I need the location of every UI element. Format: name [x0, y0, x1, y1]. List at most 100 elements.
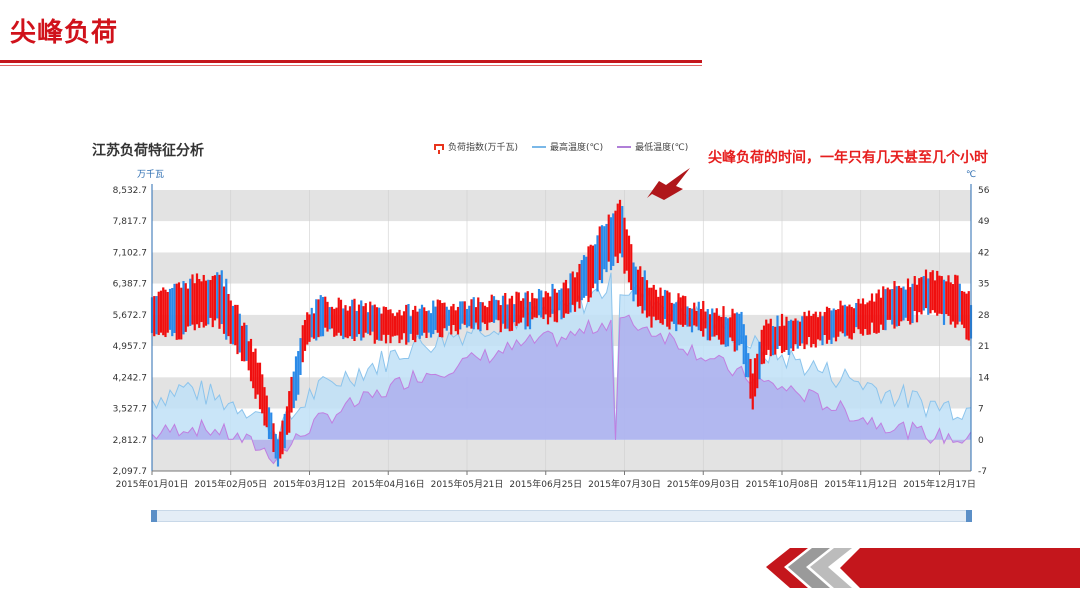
load-bar [643, 270, 646, 311]
load-bar [270, 412, 273, 440]
load-bar [870, 293, 874, 323]
load-bar [830, 310, 833, 344]
load-bar [463, 301, 466, 325]
load-bar [634, 266, 637, 295]
load-bar [600, 225, 604, 284]
load-bar [553, 288, 556, 322]
load-bar [263, 387, 266, 426]
load-bar [204, 280, 208, 326]
load-bar [510, 295, 514, 331]
load-bar [900, 287, 903, 322]
scrollbar-handle-left[interactable] [151, 510, 157, 522]
load-bar [877, 289, 880, 333]
load-bar [443, 302, 446, 329]
load-bar [967, 291, 970, 341]
load-bar [454, 310, 457, 332]
load-bar [564, 279, 568, 314]
legend-label-load: 负荷指数(万千瓦) [448, 143, 519, 153]
load-bar [288, 391, 291, 433]
load-bar [202, 274, 205, 328]
load-bar [434, 306, 437, 330]
load-bar [276, 439, 280, 467]
load-bar [825, 306, 829, 344]
load-bar [738, 313, 741, 346]
load-bar [299, 338, 302, 375]
load-bar [924, 269, 928, 309]
load-bar [846, 306, 849, 336]
load-bar [654, 289, 658, 321]
load-bar [236, 304, 239, 355]
legend-item-tmin[interactable]: 最低温度(℃) [617, 140, 688, 153]
load-bar [787, 320, 790, 356]
load-bar [429, 313, 433, 338]
load-bar [303, 319, 307, 351]
load-bar [306, 312, 309, 345]
y-left-tick-label: 7,102.7 [113, 248, 147, 258]
load-bar [533, 298, 536, 318]
load-bar [238, 313, 241, 353]
load-bar [184, 283, 187, 332]
load-bar [281, 420, 284, 455]
load-bar [508, 298, 511, 332]
load-bar [765, 319, 768, 355]
load-bar [771, 326, 775, 356]
load-bar [672, 303, 676, 324]
load-bar [659, 287, 662, 324]
load-bar [274, 434, 277, 459]
load-bar [166, 292, 169, 333]
load-bar [405, 304, 408, 345]
load-bar [609, 217, 613, 271]
legend-item-tmax[interactable]: 最高温度(℃) [532, 140, 603, 153]
load-bar [670, 302, 673, 322]
load-bar [884, 289, 887, 331]
x-tick-label: 2015年05月21日 [431, 478, 504, 490]
load-bar [580, 260, 583, 301]
load-bar [861, 298, 865, 336]
load-bar [497, 300, 500, 321]
y-left-tick-label: 4,242.7 [113, 373, 147, 383]
load-bar [663, 289, 667, 319]
load-bar [560, 288, 563, 320]
load-bar [459, 301, 462, 330]
load-bar [668, 292, 671, 330]
load-bar [819, 311, 822, 341]
scrollbar-handle-right[interactable] [966, 510, 972, 522]
load-bar [218, 274, 221, 329]
load-bar [704, 311, 707, 329]
load-bar [461, 301, 464, 324]
load-bar [279, 431, 282, 459]
load-bar [722, 306, 725, 345]
load-bar [177, 282, 181, 340]
chart-legend[interactable]: 负荷指数(万千瓦) 最高温度(℃) 最低温度(℃) [434, 140, 688, 154]
load-bar [733, 313, 736, 352]
load-bar [180, 287, 183, 340]
load-bar [213, 275, 217, 321]
x-tick-label: 2015年09月03日 [667, 478, 740, 490]
load-bar [582, 255, 586, 298]
load-bar [319, 295, 322, 337]
load-bar [549, 296, 552, 318]
load-bar [742, 324, 745, 365]
load-bar [756, 353, 759, 389]
load-bar [542, 297, 545, 320]
load-bar [864, 304, 867, 330]
legend-item-load[interactable]: 负荷指数(万千瓦) [434, 140, 519, 154]
load-bar [310, 307, 313, 338]
load-bar [481, 302, 484, 323]
load-bar [792, 320, 795, 352]
load-bar [234, 304, 237, 346]
load-bar [330, 306, 334, 329]
y-right-tick-label: -7 [978, 467, 987, 477]
chart-title: 江苏负荷特征分析 [92, 143, 204, 159]
y-right-tick-label: 0 [978, 436, 984, 446]
x-tick-label: 2015年06月25日 [509, 478, 582, 490]
load-bar [366, 312, 370, 334]
load-bar [378, 307, 381, 341]
load-bar [679, 297, 682, 325]
load-bar [585, 256, 588, 296]
load-bar [958, 283, 961, 322]
load-bar [909, 287, 912, 325]
x-tick-label: 2015年10月08日 [746, 478, 819, 490]
load-bar [567, 288, 570, 314]
